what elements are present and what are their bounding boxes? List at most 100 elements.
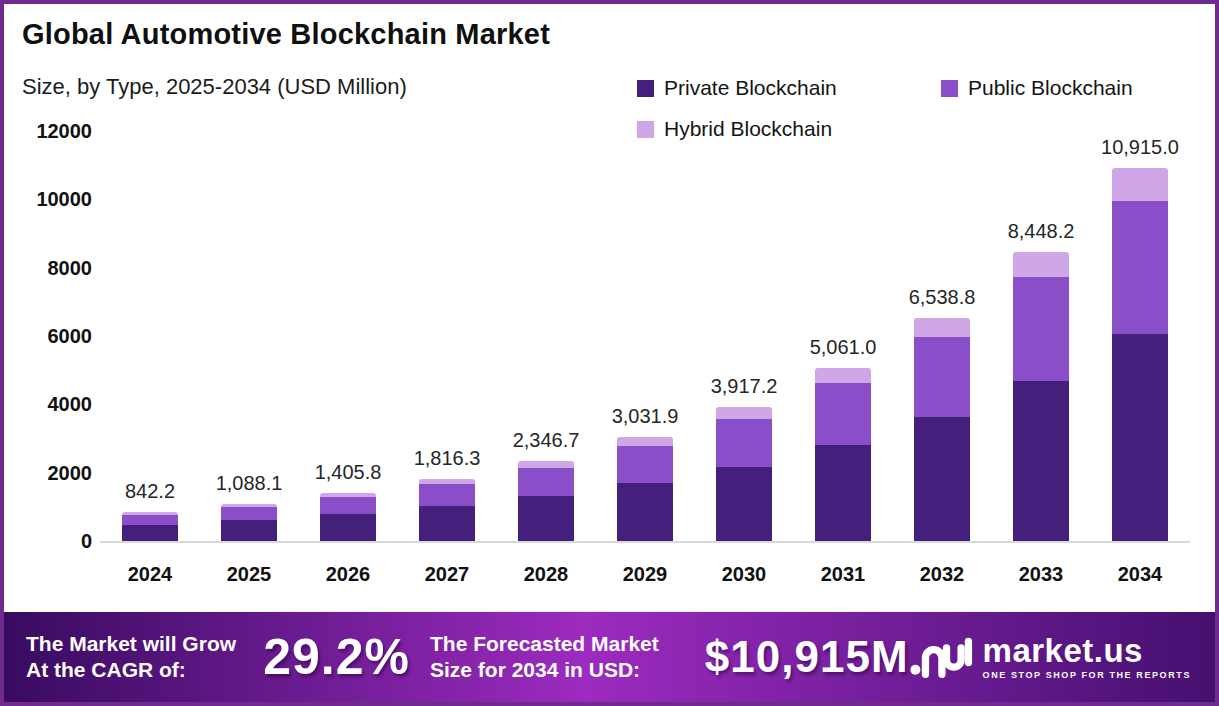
bar-total-label: 1,405.8: [315, 461, 382, 483]
segment-public-blockchain: [221, 507, 277, 520]
bar-total-label: 1,088.1: [216, 472, 283, 494]
x-axis-label: 2029: [623, 563, 668, 586]
bar-total-label: 10,915.0: [1101, 136, 1179, 158]
bar-column-2027: 1,816.32027: [419, 133, 475, 541]
segment-private-blockchain: [1112, 334, 1168, 541]
segment-hybrid-blockchain: [518, 461, 574, 468]
segment-public-blockchain: [320, 497, 376, 514]
legend: Private Blockchain Public Blockchain Hyb…: [637, 76, 1197, 141]
bar-total-label: 5,061.0: [810, 336, 877, 358]
stacked-bar: [1112, 168, 1168, 541]
x-axis-label: 2033: [1019, 563, 1064, 586]
y-tick-label: 2000: [0, 461, 92, 485]
segment-public-blockchain: [815, 383, 871, 445]
segment-private-blockchain: [1013, 381, 1069, 541]
y-tick-label: 10000: [0, 187, 92, 211]
bar-column-2029: 3,031.92029: [617, 133, 673, 541]
stacked-bar: [617, 437, 673, 541]
segment-public-blockchain: [122, 515, 178, 525]
stacked-bar: [716, 407, 772, 541]
segment-public-blockchain: [914, 337, 970, 417]
x-axis-label: 2025: [227, 563, 272, 586]
stacked-bar: [419, 479, 475, 541]
bar-total-label: 2,346.7: [513, 429, 580, 451]
y-tick-label: 8000: [0, 256, 92, 280]
segment-private-blockchain: [122, 525, 178, 541]
bar-column-2028: 2,346.72028: [518, 133, 574, 541]
legend-item-private: Private Blockchain: [637, 76, 941, 100]
bar-total-label: 3,917.2: [711, 375, 778, 397]
chart-title: Global Automotive Blockchain Market: [22, 18, 550, 51]
footer-banner: The Market will Grow At the CAGR of: 29.…: [4, 612, 1215, 702]
bar-total-label: 3,031.9: [612, 405, 679, 427]
segment-hybrid-blockchain: [716, 407, 772, 419]
segment-hybrid-blockchain: [617, 437, 673, 446]
segment-private-blockchain: [716, 467, 772, 541]
bar-column-2024: 842.22024: [122, 133, 178, 541]
chart-subtitle: Size, by Type, 2025-2034 (USD Million): [22, 74, 407, 100]
y-tick-label: 12000: [0, 119, 92, 143]
bar-column-2026: 1,405.82026: [320, 133, 376, 541]
segment-hybrid-blockchain: [914, 318, 970, 337]
x-axis-label: 2030: [722, 563, 767, 586]
x-axis-label: 2024: [128, 563, 173, 586]
segment-private-blockchain: [320, 514, 376, 541]
x-axis-label: 2027: [425, 563, 470, 586]
legend-row: Private Blockchain Public Blockchain: [637, 76, 1197, 100]
segment-private-blockchain: [815, 445, 871, 541]
segment-public-blockchain: [1013, 277, 1069, 380]
bar-column-2030: 3,917.22030: [716, 133, 772, 541]
x-axis-label: 2032: [920, 563, 965, 586]
bar-total-label: 8,448.2: [1008, 220, 1075, 242]
segment-hybrid-blockchain: [815, 368, 871, 383]
bar-total-label: 6,538.8: [909, 286, 976, 308]
stacked-bar: [1013, 252, 1069, 541]
brand-text: market.us ONE STOP SHOP FOR THE REPORTS: [983, 634, 1191, 680]
y-axis-ticks: 020004000600080001000012000: [0, 133, 92, 541]
y-tick-label: 0: [0, 529, 92, 553]
segment-hybrid-blockchain: [1112, 168, 1168, 200]
private-blockchain-swatch-icon: [637, 80, 654, 97]
stacked-bar: [122, 512, 178, 541]
forecast-value: $10,915M: [705, 632, 909, 682]
cagr-label: The Market will Grow At the CAGR of:: [26, 631, 253, 684]
plot-area: 020004000600080001000012000 842.220241,0…: [100, 133, 1190, 543]
legend-label: Public Blockchain: [968, 76, 1133, 100]
segment-private-blockchain: [221, 520, 277, 541]
market-us-logo-icon: [909, 633, 973, 681]
segment-private-blockchain: [419, 506, 475, 541]
stacked-bar: [221, 504, 277, 541]
stacked-bar: [815, 368, 871, 541]
x-axis-label: 2028: [524, 563, 569, 586]
bar-column-2034: 10,915.02034: [1112, 133, 1168, 541]
x-axis-label: 2026: [326, 563, 371, 586]
segment-hybrid-blockchain: [1013, 252, 1069, 277]
forecast-label: The Forecasted Market Size for 2034 in U…: [430, 631, 697, 684]
segment-public-blockchain: [617, 446, 673, 483]
infographic-frame: Global Automotive Blockchain Market Size…: [0, 0, 1219, 706]
segment-private-blockchain: [617, 483, 673, 541]
segment-public-blockchain: [419, 484, 475, 506]
segment-public-blockchain: [1112, 201, 1168, 334]
bar-series-container: 842.22024 1,088.12025 1,405.82026 1,816.320…: [100, 133, 1190, 541]
stacked-bar: [914, 318, 970, 541]
segment-private-blockchain: [518, 496, 574, 541]
segment-public-blockchain: [716, 419, 772, 467]
y-tick-label: 4000: [0, 392, 92, 416]
legend-item-public: Public Blockchain: [941, 76, 1133, 100]
stacked-bar: [320, 493, 376, 541]
brand-logo: market.us ONE STOP SHOP FOR THE REPORTS: [909, 633, 1191, 681]
bar-column-2025: 1,088.12025: [221, 133, 277, 541]
bar-column-2033: 8,448.22033: [1013, 133, 1069, 541]
brand-tagline: ONE STOP SHOP FOR THE REPORTS: [983, 670, 1191, 680]
y-tick-label: 6000: [0, 324, 92, 348]
segment-public-blockchain: [518, 468, 574, 497]
stacked-bar: [518, 461, 574, 541]
bar-total-label: 842.2: [125, 480, 175, 502]
public-blockchain-swatch-icon: [941, 80, 958, 97]
cagr-value: 29.2%: [263, 628, 410, 686]
x-axis-label: 2034: [1118, 563, 1163, 586]
x-axis-label: 2031: [821, 563, 866, 586]
legend-label: Private Blockchain: [664, 76, 837, 100]
segment-private-blockchain: [914, 417, 970, 541]
